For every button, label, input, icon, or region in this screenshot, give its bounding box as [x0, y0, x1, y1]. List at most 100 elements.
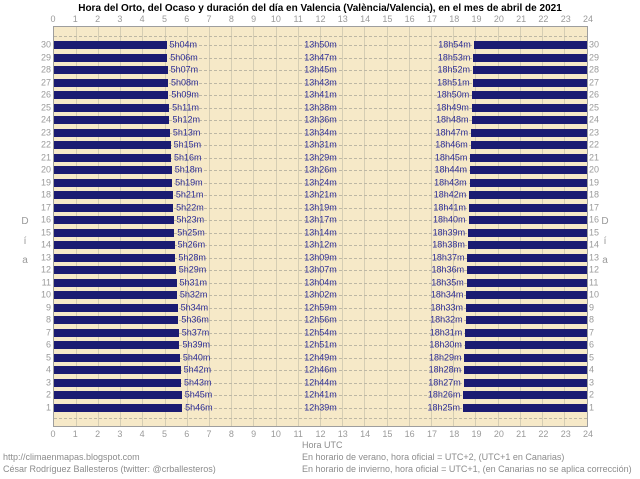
night-bar-after-sunset	[470, 153, 587, 162]
chart-row-day-25: 5h11m 13h38m 18h49m 25 25	[41, 102, 599, 115]
x-axis-top: 0 1 2 3 4 5 6 7 8 9 10 11 12 13 14 15 16 17 18 19 20 21 22 23 24	[50, 14, 593, 25]
night-bar-before-sunrise	[54, 191, 173, 200]
day-number-right: 28	[589, 64, 600, 75]
sunset-time-label: 18h51m	[437, 77, 470, 88]
sunrise-time-label: 5h08m	[171, 77, 199, 88]
gridline-dashed	[54, 232, 587, 234]
day-number-right: 12	[589, 264, 600, 275]
chart-row-day-24: 5h12m 13h36m 18h48m 24 24	[41, 114, 599, 127]
day-number-right: 11	[589, 277, 599, 288]
gridline-vertical	[186, 27, 188, 426]
x-tick-label: 6	[184, 14, 190, 24]
night-bar-before-sunrise	[54, 291, 177, 300]
sunset-time-label: 18h26m	[427, 389, 461, 400]
day-length-label: 13h41m	[304, 89, 337, 100]
day-number-right: 10	[589, 289, 600, 300]
chart-row-day-7: 5h37m 12h54m 18h31m 7 7	[46, 327, 594, 340]
day-number-left: 26	[40, 89, 51, 100]
sunrise-time-label: 5h29m	[178, 264, 207, 275]
day-number-left: 29	[40, 52, 51, 63]
x-tick-label: 2	[95, 429, 101, 439]
sunset-time-label: 18h44m	[434, 164, 468, 175]
x-tick-label: 12	[315, 14, 326, 24]
chart-row-day-19: 5h19m 13h24m 18h43m 19 19	[41, 177, 599, 190]
gridline-dashed	[54, 345, 587, 347]
gridline-vertical	[408, 27, 410, 426]
day-length-label: 12h44m	[304, 377, 337, 388]
day-length-label: 13h29m	[304, 152, 337, 163]
night-bar-before-sunrise	[54, 328, 179, 337]
x-tick-label: 15	[382, 429, 393, 439]
x-tick-label: 7	[206, 429, 212, 439]
chart-row-day-28: 5h07m 13h45m 18h52m 28 28	[41, 64, 599, 77]
gridline-dashed	[54, 70, 587, 72]
gridline-dashed	[54, 145, 587, 147]
chart-row-day-9: 5h34m 12h59m 18h33m 9 9	[46, 302, 594, 315]
x-tick-label: 21	[516, 14, 527, 24]
night-bar-before-sunrise	[54, 203, 174, 212]
night-bar-before-sunrise	[54, 278, 177, 287]
night-bar-after-sunset	[471, 103, 587, 112]
x-tick-label: 3	[117, 14, 123, 24]
night-bar-after-sunset	[470, 141, 587, 150]
day-number-right: 5	[589, 352, 595, 363]
chart-row-day-13: 5h28m 13h09m 18h37m 13 13	[41, 252, 599, 265]
x-tick-label: 18	[449, 429, 460, 439]
x-tick-label: 19	[471, 14, 482, 24]
day-number-right: 17	[589, 202, 600, 213]
gridline-dashed	[54, 132, 587, 134]
gridline-dashed	[54, 270, 587, 272]
x-tick-label: 10	[270, 429, 281, 439]
x-tick-label: 24	[582, 14, 594, 24]
sunset-time-label: 18h36m	[431, 264, 465, 275]
sunrise-time-label: 5h28m	[178, 252, 206, 263]
gridline-dashed	[54, 45, 587, 47]
sunrise-time-label: 5h39m	[182, 339, 210, 350]
day-number-left: 28	[40, 64, 51, 75]
night-bar-after-sunset	[467, 266, 587, 275]
night-bar-after-sunset	[472, 78, 587, 87]
chart-row-day-14: 5h26m 13h12m 18h38m 14 14	[41, 239, 599, 252]
x-tick-label: 23	[560, 429, 571, 439]
chart-row-day-17: 5h22m 13h19m 18h41m 17 17	[41, 202, 599, 215]
night-bar-after-sunset	[469, 178, 587, 187]
day-number-right: 15	[589, 227, 600, 238]
night-bar-before-sunrise	[54, 91, 169, 100]
gridline-dashed	[54, 157, 587, 159]
x-tick-label: 16	[404, 14, 415, 24]
footer-author: César Rodríguez Ballesteros (twitter: @c…	[3, 464, 216, 474]
day-length-label: 13h45m	[304, 64, 337, 75]
gridline-dashed	[54, 95, 587, 97]
gridline-dashed	[54, 207, 587, 209]
chart-row-day-10: 5h32m 13h02m 18h34m 10 10	[41, 289, 599, 302]
x-tick-label: 23	[560, 14, 571, 24]
day-number-left: 3	[45, 377, 51, 388]
day-number-left: 7	[45, 327, 51, 338]
gridline-vertical	[519, 27, 521, 426]
sunrise-time-label: 5h31m	[179, 277, 208, 288]
gridline-dashed	[54, 82, 587, 84]
gridline-vertical	[297, 27, 299, 426]
gridline-dashed	[54, 320, 587, 322]
x-tick-label: 8	[228, 429, 234, 439]
day-length-label: 12h51m	[304, 339, 337, 350]
x-tick-label: 20	[493, 14, 504, 24]
day-number-right: 16	[589, 214, 600, 225]
gridline-dashed	[54, 170, 587, 172]
sunset-time-label: 18h53m	[437, 52, 471, 63]
night-bar-before-sunrise	[54, 66, 168, 75]
day-number-left: 1	[45, 402, 51, 413]
sunrise-time-label: 5h09m	[171, 89, 199, 100]
night-bar-before-sunrise	[54, 316, 179, 325]
chart-row-day-26: 5h09m 13h41m 18h50m 26 26	[41, 89, 599, 102]
sunrise-time-label: 5h07m	[170, 64, 199, 75]
day-number-right: 2	[589, 389, 595, 400]
night-bar-before-sunrise	[54, 41, 167, 50]
chart-row-day-30: 5h04m 13h50m 18h54m 30 30	[41, 39, 599, 52]
night-bar-after-sunset	[468, 216, 587, 225]
gridline-vertical	[386, 27, 388, 426]
day-number-left: 13	[40, 252, 51, 263]
night-bar-after-sunset	[466, 278, 587, 287]
